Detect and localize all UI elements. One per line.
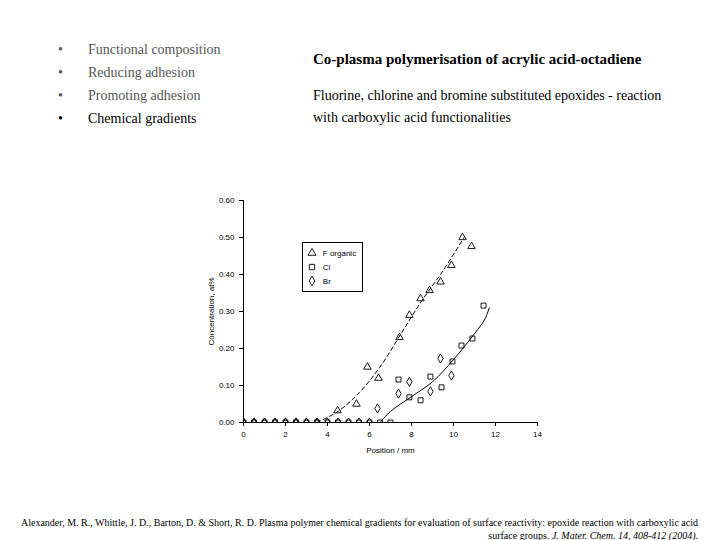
html-text:Reducing adhesion: Reducing adhesion [88, 65, 195, 80]
html-text:Chemical gradients: Chemical gradients [88, 111, 197, 126]
html-text:Br: Br [322, 276, 331, 286]
html-text:Cl: Cl [322, 262, 331, 272]
svg-text:0: 0 [241, 430, 246, 439]
html-text:Promoting adhesion: Promoting adhesion [88, 88, 201, 103]
svg-text:Concentration, at%: Concentration, at% [207, 277, 216, 345]
svg-text:0.50: 0.50 [219, 233, 235, 242]
svg-text:2: 2 [283, 430, 288, 439]
svg-text:Position / mm: Position / mm [366, 446, 415, 455]
svg-text:0.30: 0.30 [219, 307, 235, 316]
html-text:Alexander, M. R., Whittle, J.: Alexander, M. R., Whittle, J. D., Barton… [21, 517, 698, 540]
html-text:Co-plasma polymerisation of ac: Co-plasma polymerisation of acrylic acid… [313, 51, 642, 67]
html-text:Functional composition: Functional composition [88, 42, 221, 57]
html-text:F organic: F organic [322, 248, 357, 258]
svg-text:0.00: 0.00 [219, 418, 235, 427]
html-text:Fluorine, chlorine and bromine: Fluorine, chlorine and bromine substitut… [313, 88, 662, 125]
svg-text:14: 14 [533, 430, 542, 439]
svg-text:0.10: 0.10 [219, 381, 235, 390]
svg-text:6: 6 [367, 430, 372, 439]
svg-text:10: 10 [449, 430, 458, 439]
svg-text:0.40: 0.40 [219, 270, 235, 279]
svg-text:0.20: 0.20 [219, 344, 235, 353]
svg-text:8: 8 [409, 430, 414, 439]
svg-text:12: 12 [491, 430, 500, 439]
svg-text:0.60: 0.60 [219, 196, 235, 205]
svg-text:4: 4 [325, 430, 330, 439]
